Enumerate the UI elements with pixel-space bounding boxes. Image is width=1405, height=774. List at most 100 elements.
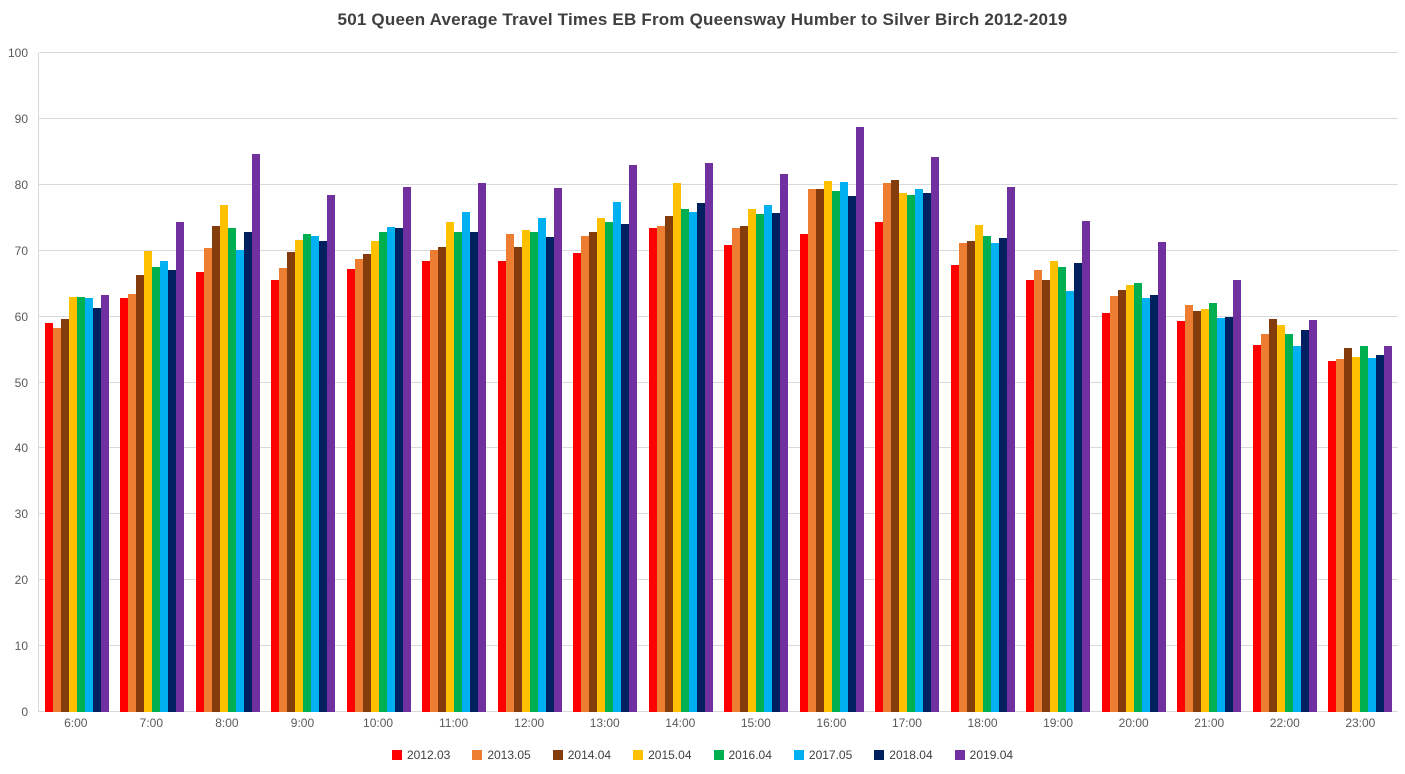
bar	[831, 190, 840, 712]
bar	[1252, 344, 1261, 712]
bar	[1260, 333, 1269, 712]
x-tick-label: 23:00	[1345, 716, 1376, 730]
bar	[1149, 294, 1158, 712]
bar	[287, 252, 296, 712]
bar	[470, 232, 479, 712]
bar	[1117, 290, 1126, 712]
bar	[664, 216, 673, 712]
bar	[1344, 348, 1353, 712]
bar	[839, 182, 848, 712]
bar	[1308, 319, 1317, 712]
bar	[629, 165, 638, 712]
bar	[1384, 345, 1393, 712]
legend-label: 2015.04	[648, 748, 692, 762]
bar	[732, 227, 741, 712]
bar	[211, 225, 220, 712]
legend-swatch-icon	[552, 750, 563, 760]
bar	[1109, 296, 1118, 712]
legend-label: 2017.05	[808, 748, 853, 762]
x-tick-label: 8:00	[215, 716, 239, 730]
bar	[303, 233, 312, 712]
y-axis: 0 10 20 30 40 50 60 70 80 90 100	[0, 46, 32, 719]
bar	[875, 221, 884, 712]
y-tick-label: 0	[21, 705, 28, 719]
bar-group	[115, 53, 191, 712]
bar	[136, 275, 145, 712]
bar	[100, 294, 109, 712]
bar	[462, 212, 471, 712]
bar	[1082, 221, 1091, 712]
bar	[529, 232, 538, 712]
bar-group	[492, 53, 568, 712]
bar	[621, 223, 630, 712]
bar	[1328, 360, 1337, 712]
gridline	[39, 513, 1398, 515]
bar	[597, 217, 606, 712]
bar	[545, 236, 554, 712]
bar	[386, 226, 395, 712]
bar	[772, 213, 781, 712]
bar	[1026, 279, 1035, 712]
x-tick-label: 17:00	[891, 716, 922, 730]
bar	[370, 241, 379, 712]
bar	[1050, 261, 1059, 712]
bar-group	[1096, 53, 1172, 712]
bar	[1193, 311, 1202, 712]
bar	[521, 230, 530, 712]
gridline	[39, 52, 1398, 53]
bar	[680, 208, 689, 712]
bar	[1217, 317, 1226, 712]
x-tick-label: 15:00	[740, 716, 771, 730]
bar	[613, 201, 622, 712]
bar	[748, 208, 757, 712]
gridline	[39, 579, 1398, 581]
gridline	[39, 447, 1398, 449]
legend-swatch-icon	[391, 750, 402, 760]
x-tick-label: 21:00	[1194, 716, 1225, 730]
legend-item: 2016.04	[713, 748, 772, 762]
bar	[1233, 280, 1242, 712]
bar-group	[794, 53, 870, 712]
bar	[227, 228, 236, 712]
legend-item: 2014.04	[552, 748, 611, 762]
bar	[1034, 270, 1043, 712]
bar	[84, 297, 93, 712]
bar	[1157, 242, 1166, 712]
bar	[807, 188, 816, 712]
bar	[271, 280, 280, 712]
bar	[1225, 317, 1234, 712]
x-tick-label: 7:00	[139, 716, 164, 730]
bar	[311, 235, 320, 712]
bar	[497, 261, 506, 712]
bar	[688, 212, 697, 712]
bar	[378, 232, 387, 712]
bar	[243, 232, 252, 712]
bar	[235, 250, 244, 712]
bar	[891, 180, 900, 712]
bar-group	[719, 53, 795, 712]
bar	[823, 180, 832, 712]
bar	[176, 221, 185, 712]
y-tick-label: 20	[14, 573, 28, 588]
y-tick-label: 90	[14, 111, 28, 126]
bar-group	[568, 53, 644, 712]
bar	[279, 267, 288, 712]
x-tick-label: 20:00	[1118, 716, 1149, 730]
bar	[974, 225, 983, 712]
x-tick-label: 6:00	[64, 716, 88, 730]
bar-group	[1247, 53, 1323, 712]
legend-swatch-icon	[472, 750, 483, 760]
x-tick-label: 14:00	[665, 716, 696, 730]
bar-group	[1323, 53, 1399, 712]
bar	[144, 250, 153, 712]
bar	[847, 196, 856, 712]
bar	[92, 308, 101, 712]
bar	[219, 204, 228, 712]
gridline	[39, 381, 1398, 383]
bar	[899, 192, 908, 712]
y-tick-label: 40	[14, 441, 28, 456]
x-tick-label: 19:00	[1043, 716, 1074, 730]
bar	[589, 232, 598, 712]
bar	[1074, 263, 1083, 712]
